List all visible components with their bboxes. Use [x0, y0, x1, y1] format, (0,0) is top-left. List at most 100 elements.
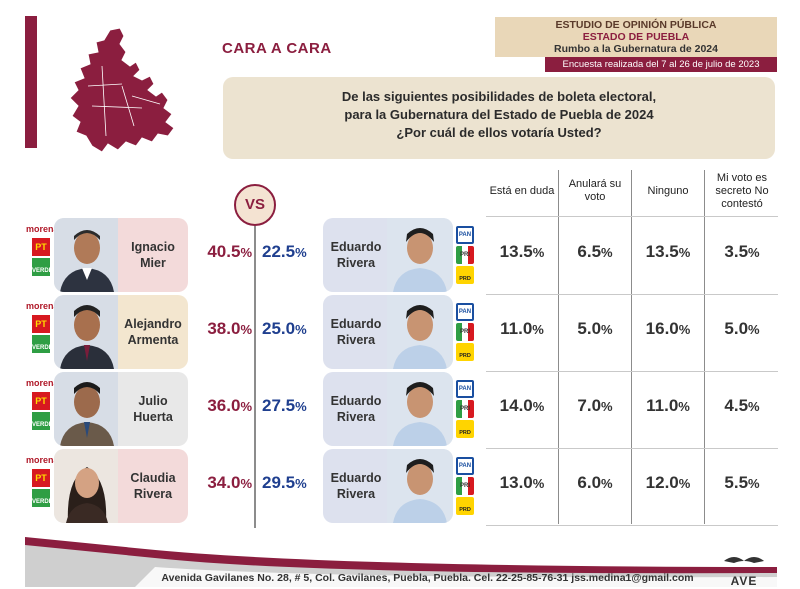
left-candidate-name: Alejandro Armenta [118, 295, 188, 369]
pri-logo: PRI [456, 246, 474, 264]
percent-value: 3.5 [724, 242, 749, 261]
candidate-photo [54, 295, 120, 369]
candidate-first-name: Eduardo [330, 317, 382, 331]
percent-sign: % [748, 245, 760, 260]
pri-logo: PRI [456, 400, 474, 418]
left-candidate-percent: 40.5% [190, 242, 252, 262]
right-party-logos: PAN PRI PRD [456, 303, 476, 367]
percent-value: 6.5 [577, 242, 602, 261]
percent-value: 4.5 [724, 396, 749, 415]
pan-logo: PAN [456, 303, 474, 321]
percent-value: 16.0 [645, 319, 679, 338]
percent-sign: % [678, 476, 691, 491]
candidate-last-name: Mier [140, 256, 166, 270]
right-party-logos: PAN PRI PRD [456, 226, 476, 290]
percent-sign: % [678, 322, 691, 337]
cell-secreto: 5.0% [705, 319, 779, 339]
right-party-logos: PAN PRI PRD [456, 380, 476, 444]
percent-sign: % [748, 399, 760, 414]
right-candidate-name: Eduardo Rivera [323, 218, 389, 292]
morena-logo: morena [26, 455, 59, 465]
percent-value: 29.5 [262, 473, 296, 492]
cell-duda: 13.0% [486, 473, 558, 493]
prd-logo: PRD [456, 420, 474, 438]
matchup-row: morena PT VERDE Claudia Rivera 34.0% 29.5… [0, 449, 800, 523]
percent-sign: % [240, 476, 252, 491]
percent-sign: % [240, 245, 252, 260]
percent-sign: % [532, 245, 545, 260]
percent-value: 27.5 [262, 396, 296, 415]
cell-duda: 13.5% [486, 242, 558, 262]
opponent-photo [387, 218, 453, 292]
person-photo-icon [54, 449, 120, 523]
opponent-photo [387, 372, 453, 446]
vs-badge: VS [234, 184, 276, 226]
cell-duda: 14.0% [486, 396, 558, 416]
corner-accent-band [25, 16, 37, 148]
percent-sign: % [748, 476, 760, 491]
candidate-photo [54, 372, 120, 446]
candidate-last-name: Rivera [336, 410, 376, 424]
morena-logo: morena [26, 224, 59, 234]
percent-value: 13.5 [499, 242, 533, 261]
percent-sign: % [240, 399, 252, 414]
person-photo-icon [387, 449, 453, 523]
candidate-last-name: Rivera [336, 256, 376, 270]
left-party-logos: morena PT VERDE [26, 455, 59, 525]
column-divider [558, 170, 559, 524]
percent-value: 36.0 [207, 396, 241, 415]
column-divider [631, 170, 632, 524]
person-photo-icon [54, 295, 120, 369]
row-divider [486, 525, 778, 526]
percent-value: 13.0 [499, 473, 533, 492]
percent-value: 25.0 [262, 319, 296, 338]
left-candidate-percent: 36.0% [190, 396, 252, 416]
column-header-ninguno: Ninguno [647, 184, 689, 197]
opponent-photo [387, 449, 453, 523]
percent-sign: % [240, 322, 252, 337]
footer-band [25, 537, 777, 587]
person-photo-icon [387, 372, 453, 446]
percent-value: 6.0 [577, 473, 602, 492]
study-subtitle: Rumbo a la Gubernatura de 2024 [554, 43, 718, 55]
percent-sign: % [601, 476, 613, 491]
candidate-first-name: Claudia [130, 471, 176, 485]
ave-logo-text: AVE [730, 574, 758, 588]
cell-ninguno: 12.0% [632, 473, 704, 493]
matchup-row: morena PT VERDE Ignacio Mier 40.5% 22.5% … [0, 218, 800, 292]
candidate-photo [54, 218, 120, 292]
person-photo-icon [387, 295, 453, 369]
pri-logo: PRI [456, 323, 474, 341]
candidate-first-name: Eduardo [330, 471, 382, 485]
opponent-photo [387, 295, 453, 369]
vs-divider-line [254, 226, 256, 528]
pan-logo: PAN [456, 457, 474, 475]
percent-sign: % [678, 245, 691, 260]
percent-value: 5.0 [724, 319, 749, 338]
percent-sign: % [601, 322, 613, 337]
cell-ninguno: 16.0% [632, 319, 704, 339]
matchup-row: morena PT VERDE Julio Huerta 36.0% 27.5% … [0, 372, 800, 446]
candidate-last-name: Armenta [127, 333, 179, 347]
right-candidate-percent: 27.5% [262, 396, 322, 416]
percent-sign: % [678, 399, 690, 414]
cell-secreto: 5.5% [705, 473, 779, 493]
left-party-logos: morena PT VERDE [26, 378, 59, 448]
candidate-first-name: Ignacio [131, 240, 175, 254]
page-title: CARA A CARA [222, 40, 332, 57]
percent-value: 38.0 [207, 319, 241, 338]
verde-logo: VERDE [32, 412, 53, 430]
percent-value: 22.5 [262, 242, 296, 261]
percent-value: 13.5 [645, 242, 679, 261]
pri-logo: PRI [456, 477, 474, 495]
left-candidate-name: Claudia Rivera [118, 449, 188, 523]
column-divider [704, 170, 705, 524]
right-candidate-percent: 29.5% [262, 473, 322, 493]
cell-secreto: 4.5% [705, 396, 779, 416]
row-divider [486, 294, 778, 295]
candidate-last-name: Rivera [133, 487, 173, 501]
right-candidate-name: Eduardo Rivera [323, 372, 389, 446]
cell-anulara: 7.0% [559, 396, 631, 416]
person-photo-icon [54, 372, 120, 446]
candidate-first-name: Eduardo [330, 394, 382, 408]
